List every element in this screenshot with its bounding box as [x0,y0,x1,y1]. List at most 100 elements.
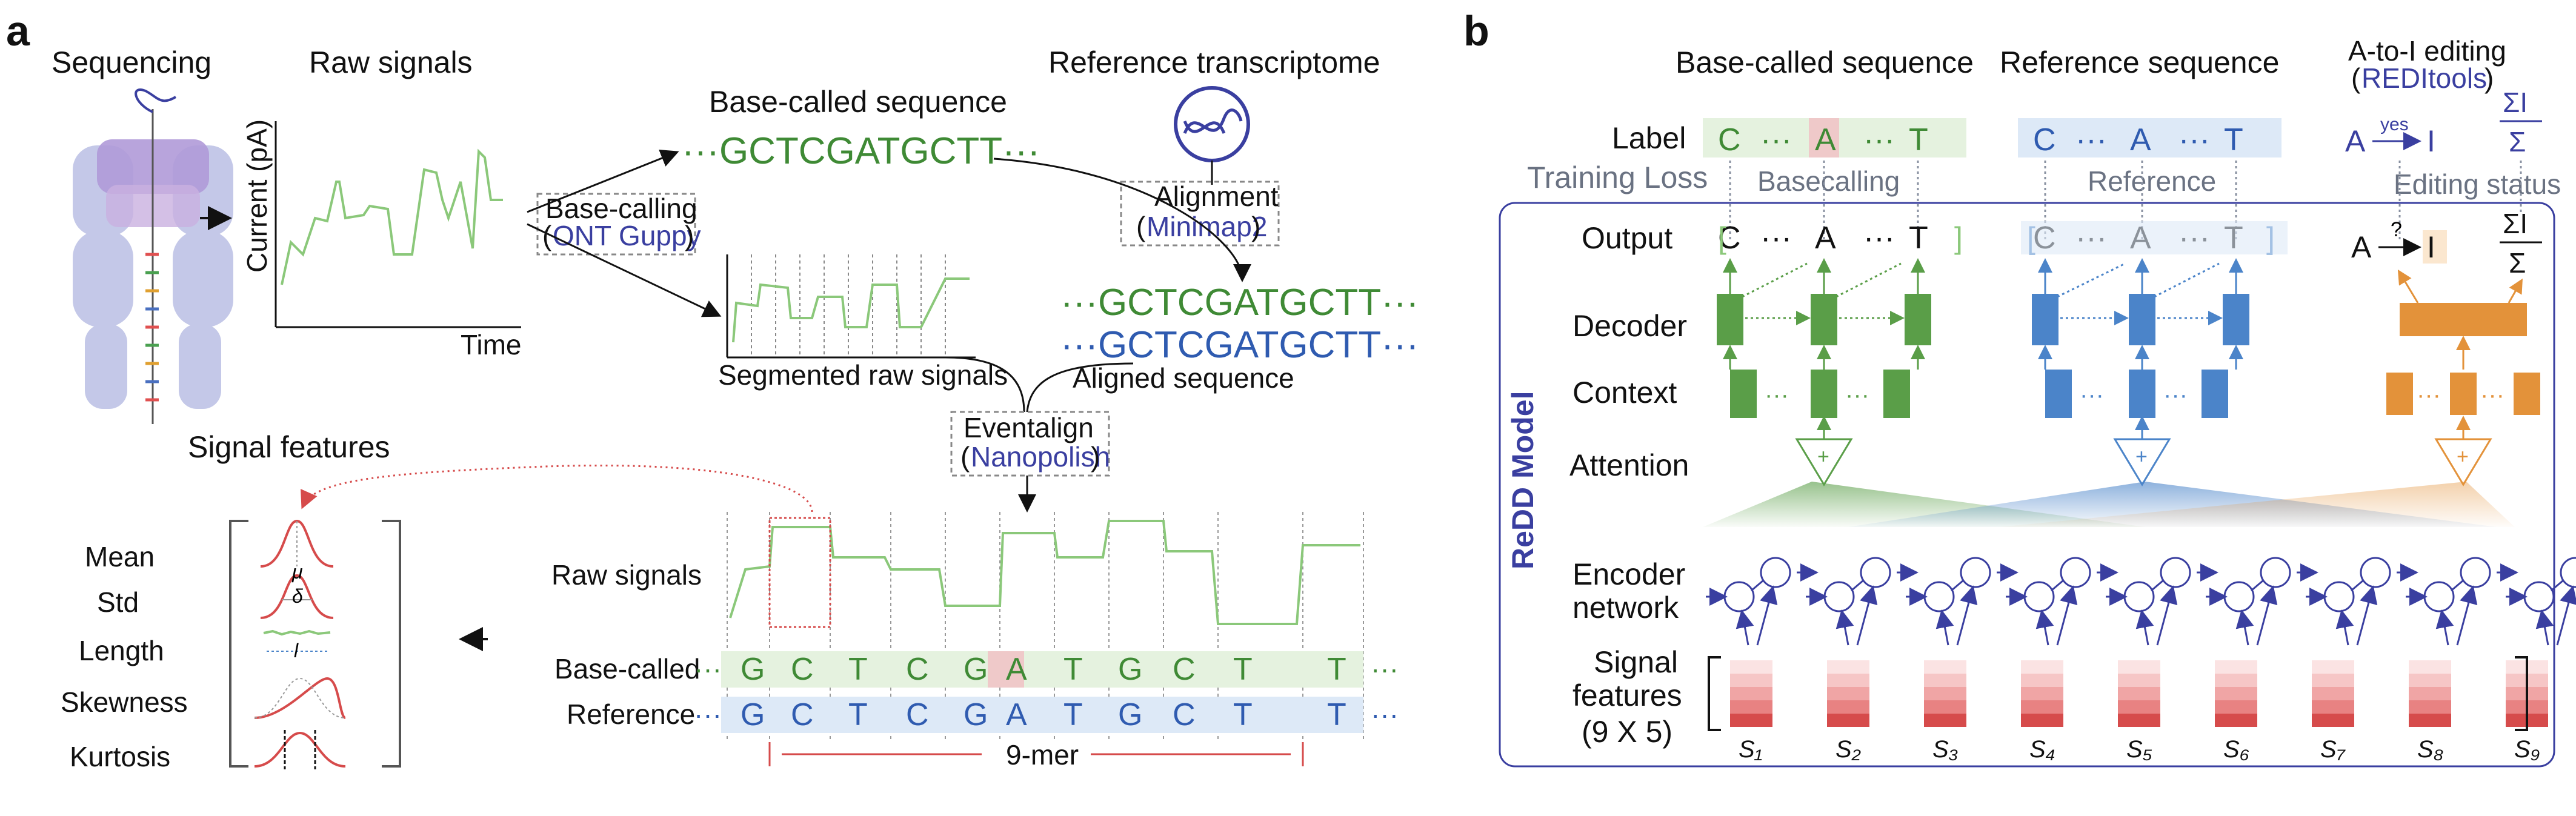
feature-cell [2312,714,2354,727]
feature-kurtosis: Kurtosis [70,741,170,772]
editing-decoder-block [2400,303,2527,336]
label-bases-basecalled: C ··· A ··· T [1718,122,1928,158]
svg-text:(: ( [2351,62,2361,94]
output-base: A [1815,221,1836,256]
label-bases-reference: C ··· A ··· T [2033,122,2243,158]
panel-b-label: b [1463,7,1489,55]
feature-cell [2215,660,2257,674]
alignment-label: Alignment [1154,181,1279,212]
basecalling-tool: ONT Guppy [553,220,701,251]
encoder-node [2160,557,2191,588]
context-block [1811,370,1837,418]
svg-text:···: ··· [1765,382,1789,408]
feature-cell [1924,700,1966,714]
reference-base: G [741,697,765,732]
feature-cell [2215,674,2257,687]
symbol-mu: μ [291,561,303,583]
reference-base: T [848,697,868,732]
feature-cell [2118,714,2160,727]
signal-label: S₄ [2029,736,2055,763]
svg-text:[: [ [1718,221,1726,255]
signal-label: S₃ [1932,736,1959,763]
basecalled-base: T [1063,652,1083,687]
feature-cell [1827,714,1869,727]
basecalled-base: G [741,652,765,687]
decoder-block [2032,294,2058,345]
label-a: A [2345,124,2366,158]
feature-cell [2312,700,2354,714]
encoder-node [2123,581,2155,612]
svg-text:···: ··· [1371,653,1399,685]
basecalled-seq: ···GCTCGATGCTT··· [682,130,1040,172]
row-context: Context [1573,376,1677,410]
feature-cell [1730,714,1772,727]
encoder-node [2560,557,2576,588]
symbol-delta: δ [292,585,304,607]
raw-signal-plot [275,121,521,328]
feature-cell [2312,660,2354,674]
svg-text:···: ··· [694,698,722,730]
feature-cell [1827,687,1869,700]
raw-signals-label: Raw signals [551,559,702,591]
feature-cell [2118,687,2160,700]
svg-text:): ) [1251,211,1260,242]
row-signal: Signal [1594,645,1678,679]
kmer-label: 9-mer [1006,739,1079,771]
reference-base: T [1327,697,1346,732]
feature-skewness: Skewness [61,686,188,718]
encoder-node [1860,557,1891,588]
label-base: ··· [1863,122,1895,158]
eventalign-tool: Nanopolish [971,441,1110,473]
output-base: ··· [1760,221,1792,256]
feature-mean: Mean [85,541,155,572]
training-loss: Training Loss [1527,161,1708,194]
basecalled-row-bg [721,651,1363,688]
svg-text:+: + [2457,445,2469,468]
svg-text:···: ··· [1845,382,1869,408]
decoder-block [1905,294,1931,345]
signal-label: S₂ [1835,736,1861,763]
basecalled-base: A [1006,652,1027,687]
feature-cell [2312,674,2354,687]
basecalling-box [536,193,696,256]
reference-base: G [1118,697,1142,732]
svg-text:···: ··· [2080,382,2104,408]
svg-text:): ) [685,220,694,251]
output-i: I [2427,230,2435,264]
attention-fans [1703,482,2515,527]
reference-base: T [1233,697,1253,732]
encoder-node [2360,557,2391,588]
y-axis-label: Current (pA) [241,119,273,273]
col3-tool: REDItools [2361,62,2487,94]
label-base: ··· [2075,122,2107,158]
encoder-node [2023,581,2055,612]
feature-cell [2215,700,2257,714]
x-axis-label: Time [461,329,522,360]
basecalled-base: C [791,652,814,687]
aligned-seq-1: ···GCTCGATGCTT··· [1060,282,1419,323]
feature-cell [2409,674,2451,687]
feature-cell [1730,687,1772,700]
signal-feature-stacks [1730,660,2548,727]
label-row: Label [1612,121,1686,155]
output-a: A [2351,230,2372,264]
loss-reference: Reference [2088,165,2216,197]
feature-cell [2409,700,2451,714]
col2-title: Reference sequence [2000,45,2279,79]
encoder-node [2060,557,2091,588]
svg-text:···: ··· [2163,382,2188,408]
raw-signals-title: Raw signals [309,45,473,79]
context-block [2045,370,2072,418]
decoder-blocks: ··· ··· ··· ··· ··· ··· + + + [1717,258,2540,486]
model-label: ReDD Model [1506,391,1540,569]
alignment-box [1120,181,1280,247]
svg-text:): ) [2484,62,2494,94]
reference-row-bg [721,697,1363,733]
reference-base: C [1173,697,1196,732]
label-base: C [2033,122,2056,158]
basecalled-base: T [1327,652,1346,687]
reference-base: G [964,697,988,732]
eventalign-box [950,411,1110,477]
feature-cell [1924,714,1966,727]
signal-label: S₁ [1739,736,1762,763]
